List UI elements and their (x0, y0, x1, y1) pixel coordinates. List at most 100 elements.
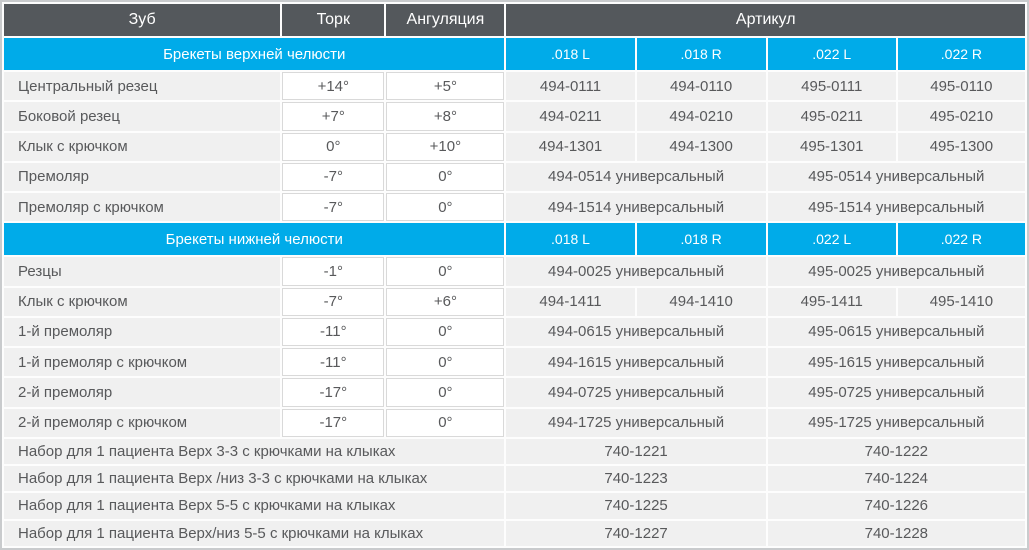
torque-value: -11° (282, 348, 385, 377)
tooth-name: 2-й премоляр с крючком (4, 408, 281, 437)
torque-value: -1° (282, 257, 385, 286)
article-cell: 494-1410 (636, 287, 766, 316)
torque-value: -11° (282, 317, 385, 346)
size-header-022R: .022 R (897, 38, 1025, 70)
section-title-upper: Брекеты верхней челюсти (4, 38, 505, 70)
article-cell-universal: 494-1615 универсальный (506, 348, 766, 377)
tooth-name: Премоляр (4, 162, 281, 191)
angulation-value: 0° (386, 378, 505, 407)
angulation-value: 0° (386, 408, 505, 437)
angulation-value: 0° (386, 348, 505, 377)
angulation-value: 0° (386, 193, 505, 222)
angulation-value: 0° (386, 317, 505, 346)
angulation-value: 0° (386, 257, 505, 286)
size-header-022L: .022 L (767, 38, 896, 70)
article-cell-universal: 494-0725 универсальный (506, 378, 766, 407)
article-cell: 495-1301 (767, 132, 896, 161)
torque-value: -17° (282, 408, 385, 437)
table-row: 2-й премоляр с крючком -17° 0° 494-1725 … (4, 408, 1025, 437)
article-cell-universal: 495-1615 универсальный (767, 348, 1025, 377)
tooth-name: Клык с крючком (4, 132, 281, 161)
article-cell: 495-1300 (897, 132, 1025, 161)
table-row: 2-й премоляр -17° 0° 494-0725 универсаль… (4, 378, 1025, 407)
angulation-value: +6° (386, 287, 505, 316)
kit-row: Набор для 1 пациента Верх 3-3 с крючками… (4, 438, 1025, 465)
article-cell-universal: 495-0725 универсальный (767, 378, 1025, 407)
table-row: Премоляр -7° 0° 494-0514 универсальный 4… (4, 162, 1025, 191)
kit-article-cell: 740-1225 (506, 493, 766, 519)
article-cell-universal: 495-0514 универсальный (767, 162, 1025, 191)
article-cell: 495-0210 (897, 102, 1025, 131)
article-cell: 494-1301 (506, 132, 635, 161)
table-row: 1-й премоляр с крючком -11° 0° 494-1615 … (4, 348, 1025, 377)
tooth-name: 2-й премоляр (4, 378, 281, 407)
torque-value: +14° (282, 72, 385, 101)
torque-value: -7° (282, 162, 385, 191)
section-header-row-upper: Брекеты верхней челюсти .018 L .018 R .0… (4, 38, 1025, 70)
article-cell-universal: 494-1514 универсальный (506, 193, 766, 222)
kit-name: Набор для 1 пациента Верх/низ 5-5 с крюч… (4, 520, 505, 546)
tooth-name: 1-й премоляр (4, 317, 281, 346)
article-cell-universal: 495-0615 универсальный (767, 317, 1025, 346)
torque-value: -7° (282, 193, 385, 222)
size-header-018L: .018 L (506, 38, 635, 70)
section-header-row-lower: Брекеты нижней челюсти .018 L .018 R .02… (4, 223, 1025, 256)
article-cell-universal: 495-1725 универсальный (767, 408, 1025, 437)
kit-name: Набор для 1 пациента Верх /низ 3-3 с крю… (4, 466, 505, 492)
kit-article-cell: 740-1224 (767, 466, 1025, 492)
tooth-name: Боковой резец (4, 102, 281, 131)
column-header-angulation: Ангуляция (386, 4, 505, 36)
article-cell: 494-0211 (506, 102, 635, 131)
article-cell: 495-0211 (767, 102, 896, 131)
article-cell-universal: 495-0025 универсальный (767, 257, 1025, 286)
kit-name: Набор для 1 пациента Верх 3-3 с крючками… (4, 438, 505, 465)
article-cell: 495-1410 (897, 287, 1025, 316)
kit-article-cell: 740-1223 (506, 466, 766, 492)
article-cell: 494-0110 (636, 72, 766, 101)
article-cell: 495-0111 (767, 72, 896, 101)
table-row: Клык с крючком 0° +10° 494-1301 494-1300… (4, 132, 1025, 161)
article-cell: 494-0111 (506, 72, 635, 101)
article-cell: 495-0110 (897, 72, 1025, 101)
table-row: Боковой резец +7° +8° 494-0211 494-0210 … (4, 102, 1025, 131)
table-header-row: Зуб Торк Ангуляция Артикул (4, 4, 1025, 36)
size-header-018R: .018 R (636, 223, 766, 256)
size-header-018R: .018 R (636, 38, 766, 70)
kit-article-cell: 740-1228 (767, 520, 1025, 546)
tooth-name: Центральный резец (4, 72, 281, 101)
article-cell-universal: 494-0615 универсальный (506, 317, 766, 346)
torque-value: -17° (282, 378, 385, 407)
torque-value: 0° (282, 132, 385, 161)
article-cell: 494-0210 (636, 102, 766, 131)
kit-article-cell: 740-1226 (767, 493, 1025, 519)
tooth-name: Резцы (4, 257, 281, 286)
size-header-022L: .022 L (767, 223, 896, 256)
article-cell: 495-1411 (767, 287, 896, 316)
size-header-018L: .018 L (506, 223, 635, 256)
section-title-lower: Брекеты нижней челюсти (4, 223, 505, 256)
column-header-torque: Торк (282, 4, 385, 36)
size-header-022R: .022 R (897, 223, 1025, 256)
angulation-value: +8° (386, 102, 505, 131)
table-row: Клык с крючком -7° +6° 494-1411 494-1410… (4, 287, 1025, 316)
kit-row: Набор для 1 пациента Верх/низ 5-5 с крюч… (4, 520, 1025, 546)
angulation-value: 0° (386, 162, 505, 191)
kit-article-cell: 740-1222 (767, 438, 1025, 465)
angulation-value: +10° (386, 132, 505, 161)
kit-article-cell: 740-1227 (506, 520, 766, 546)
kit-article-cell: 740-1221 (506, 438, 766, 465)
tooth-name: Премоляр с крючком (4, 193, 281, 222)
article-cell-universal: 494-1725 универсальный (506, 408, 766, 437)
torque-value: -7° (282, 287, 385, 316)
torque-value: +7° (282, 102, 385, 131)
kit-name: Набор для 1 пациента Верх 5-5 с крючками… (4, 493, 505, 519)
kit-row: Набор для 1 пациента Верх /низ 3-3 с крю… (4, 466, 1025, 492)
article-cell-universal: 495-1514 универсальный (767, 193, 1025, 222)
tooth-name: 1-й премоляр с крючком (4, 348, 281, 377)
table-row: 1-й премоляр -11° 0° 494-0615 универсаль… (4, 317, 1025, 346)
column-header-tooth: Зуб (4, 4, 281, 36)
column-header-article: Артикул (506, 4, 1025, 36)
table-row: Центральный резец +14° +5° 494-0111 494-… (4, 72, 1025, 101)
